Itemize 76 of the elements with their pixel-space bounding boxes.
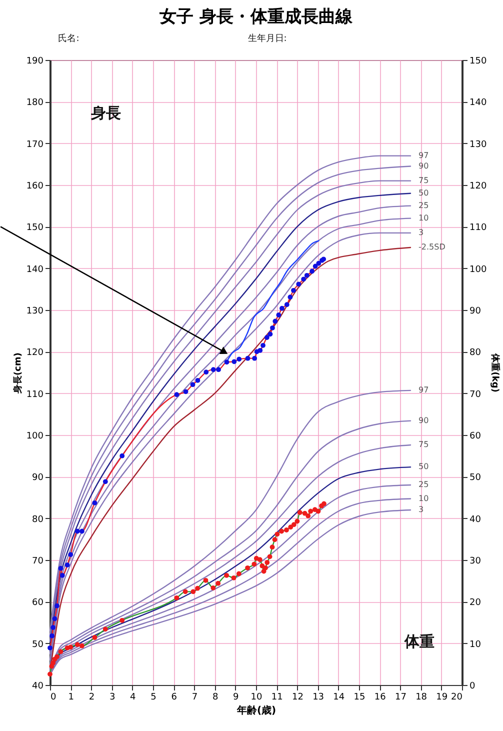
y2-tick-label: 90: [470, 306, 482, 316]
annotation: 身長: [90, 104, 122, 122]
y2-axis-title: 体重(kg): [490, 352, 501, 392]
series-label: 97: [418, 150, 429, 160]
x-tick-label: 6: [171, 692, 178, 702]
annotation: 体重: [403, 632, 434, 650]
x-tick-label: 4: [130, 692, 136, 702]
y2-tick-label: 50: [470, 473, 482, 484]
y2-tick-label: 40: [470, 514, 482, 525]
y-tick-label: 150: [26, 223, 44, 234]
y2-tick-label: 80: [470, 348, 482, 358]
x-tick-label: 17: [394, 692, 406, 702]
series-label: 90: [418, 161, 429, 170]
series-label: 75: [418, 176, 429, 185]
y-tick-label: 140: [26, 264, 44, 275]
x-tick-label: 14: [333, 692, 345, 702]
series-label: 75: [418, 440, 429, 449]
text: 氏名:: [58, 33, 80, 44]
y-axis-title: 身長(cm): [12, 352, 24, 394]
series-label: 97: [418, 385, 429, 394]
x-tick-label: 11: [271, 692, 283, 702]
y-tick-label: 120: [26, 348, 44, 358]
y2-tick-label: 110: [470, 223, 487, 234]
series-label: 25: [418, 480, 429, 489]
y-tick-label: 130: [26, 306, 44, 316]
y-tick-label: 80: [32, 514, 44, 525]
series-label: 10: [418, 494, 429, 503]
text: 生年月日:: [248, 33, 287, 44]
y-tick-label: 190: [26, 56, 44, 66]
y-tick-label: 70: [32, 556, 44, 566]
y2-tick-label: 70: [470, 390, 482, 400]
x-tick-label: 3: [109, 692, 116, 702]
series-label: -2.5SD: [418, 242, 446, 252]
x-tick-label: 0: [50, 692, 56, 702]
x-tick-label: 10: [250, 692, 262, 702]
x-tick-label: 5: [150, 692, 156, 702]
y2-tick-label: 30: [470, 556, 482, 566]
x-tick-label: 2: [88, 692, 95, 702]
chart-title: 女子 身長・体重成長曲線: [158, 7, 354, 28]
y-tick-label: 50: [32, 640, 44, 650]
y-tick-label: 180: [26, 98, 44, 108]
y-tick-label: 100: [26, 432, 44, 442]
x-tick-label: 18: [416, 692, 428, 702]
y2-tick-label: 150: [470, 56, 487, 66]
y2-tick-label: 100: [470, 264, 487, 275]
x-tick-label: 8: [212, 692, 218, 702]
y2-tick-label: 120: [470, 182, 487, 192]
y-tick-label: 60: [32, 598, 44, 608]
x-tick-label: 20: [451, 692, 463, 702]
x-tick-label: 1: [68, 692, 74, 702]
series-label: 10: [418, 213, 429, 222]
series-label: 25: [418, 200, 429, 210]
series-label: 3: [418, 228, 424, 237]
y2-tick-label: 60: [470, 432, 482, 442]
x-tick-label: 15: [354, 692, 366, 702]
series-label: 90: [418, 416, 429, 425]
series-label: 50: [418, 188, 429, 198]
y2-tick-label: 10: [470, 640, 482, 650]
y2-tick-label: 140: [470, 98, 487, 108]
y-tick-label: 90: [32, 473, 44, 484]
y-tick-label: 170: [26, 140, 44, 150]
x-tick-label: 9: [233, 692, 240, 702]
x-axis-title: 年齢(歳): [236, 704, 276, 716]
y-tick-label: 110: [26, 390, 44, 400]
x-tick-label: 12: [292, 692, 304, 702]
series-label: 50: [418, 462, 429, 472]
y2-tick-label: 130: [470, 140, 487, 150]
x-tick-label: 7: [192, 692, 198, 702]
y2-tick-label: 20: [470, 598, 482, 608]
x-tick-label: 16: [374, 692, 386, 702]
y-tick-label: 40: [32, 682, 44, 692]
series-label: 3: [418, 505, 424, 514]
x-tick-label: 19: [436, 692, 448, 702]
y-tick-label: 160: [26, 182, 44, 192]
x-tick-label: 13: [312, 692, 324, 702]
y2-tick-label: 0: [470, 682, 476, 692]
